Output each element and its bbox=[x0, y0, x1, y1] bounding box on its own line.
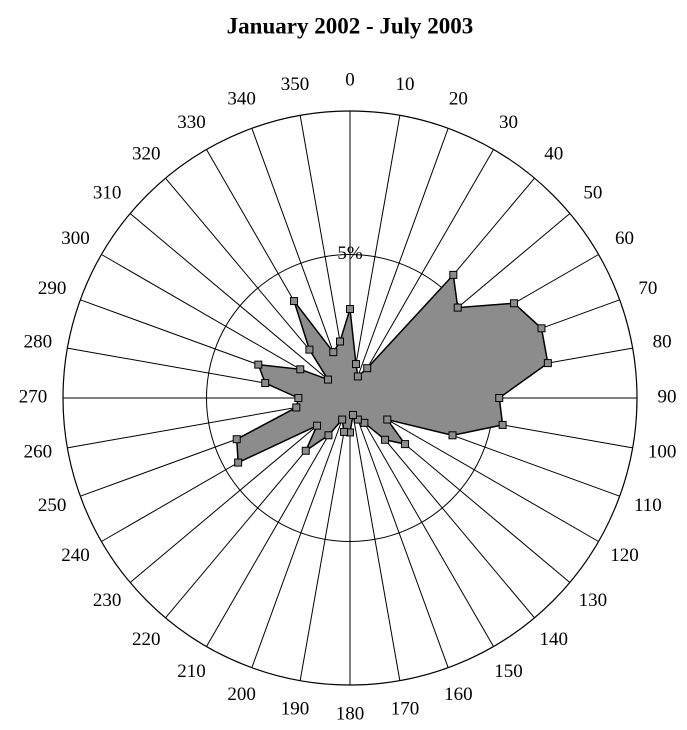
marker bbox=[340, 427, 349, 436]
angle-label: 0 bbox=[345, 69, 355, 90]
marker bbox=[324, 431, 333, 440]
marker bbox=[453, 303, 462, 312]
angle-label: 350 bbox=[281, 74, 310, 95]
marker bbox=[290, 297, 299, 306]
marker bbox=[495, 394, 504, 402]
marker bbox=[329, 348, 338, 357]
angle-label: 180 bbox=[336, 703, 365, 724]
marker bbox=[296, 365, 305, 374]
marker bbox=[254, 360, 263, 369]
angle-label: 20 bbox=[449, 88, 468, 109]
marker bbox=[232, 435, 241, 444]
marker bbox=[324, 375, 333, 384]
marker bbox=[261, 379, 270, 388]
marker bbox=[510, 299, 519, 308]
angle-label: 260 bbox=[24, 441, 53, 462]
marker bbox=[305, 345, 314, 354]
angle-label: 240 bbox=[61, 545, 90, 566]
angle-label: 130 bbox=[579, 590, 608, 611]
angle-label: 40 bbox=[544, 144, 563, 165]
marker bbox=[353, 372, 362, 381]
marker bbox=[448, 431, 457, 440]
angle-label: 170 bbox=[391, 699, 420, 720]
marker bbox=[292, 403, 301, 412]
angle-label: 150 bbox=[494, 661, 523, 682]
angle-label: 320 bbox=[132, 144, 161, 165]
r-tick-label: 5% bbox=[337, 243, 363, 264]
angle-label: 280 bbox=[24, 331, 53, 352]
angle-label: 210 bbox=[177, 661, 206, 682]
marker bbox=[498, 420, 507, 429]
angle-label: 120 bbox=[610, 545, 639, 566]
marker bbox=[313, 421, 322, 430]
angle-label: 90 bbox=[658, 386, 677, 407]
angle-label: 30 bbox=[499, 112, 518, 133]
marker bbox=[360, 418, 369, 427]
marker bbox=[400, 440, 409, 449]
angle-label: 160 bbox=[444, 684, 473, 705]
angle-label: 250 bbox=[38, 495, 67, 516]
marker bbox=[537, 324, 546, 333]
angle-label: 100 bbox=[648, 441, 677, 462]
marker bbox=[383, 415, 392, 424]
marker bbox=[449, 270, 458, 279]
angle-label: 140 bbox=[540, 629, 569, 650]
angle-label: 300 bbox=[61, 228, 90, 249]
marker bbox=[301, 446, 310, 455]
marker bbox=[363, 364, 372, 373]
marker bbox=[234, 458, 243, 467]
angle-label: 50 bbox=[583, 183, 602, 204]
angle-label: 110 bbox=[634, 495, 662, 516]
marker bbox=[353, 415, 362, 424]
angle-label: 190 bbox=[281, 699, 310, 720]
angle-label: 220 bbox=[132, 629, 161, 650]
marker bbox=[338, 415, 347, 424]
marker bbox=[348, 410, 357, 419]
angle-label: 330 bbox=[177, 112, 206, 133]
angle-label: 290 bbox=[38, 278, 67, 299]
angle-label: 80 bbox=[653, 331, 672, 352]
marker bbox=[381, 435, 390, 444]
marker bbox=[351, 360, 360, 369]
angle-label: 200 bbox=[227, 684, 256, 705]
chart-title: January 2002 - July 2003 bbox=[227, 13, 474, 38]
angle-label: 60 bbox=[615, 228, 634, 249]
marker bbox=[346, 305, 354, 314]
marker bbox=[336, 337, 345, 346]
angle-label: 310 bbox=[93, 183, 122, 204]
angle-label: 340 bbox=[227, 88, 256, 109]
angle-label: 230 bbox=[93, 590, 122, 611]
marker bbox=[543, 359, 552, 368]
angle-label: 70 bbox=[638, 278, 657, 299]
angle-label: 270 bbox=[19, 386, 48, 407]
radar-area bbox=[235, 273, 549, 464]
angle-label: 10 bbox=[396, 74, 415, 95]
marker bbox=[294, 394, 303, 402]
